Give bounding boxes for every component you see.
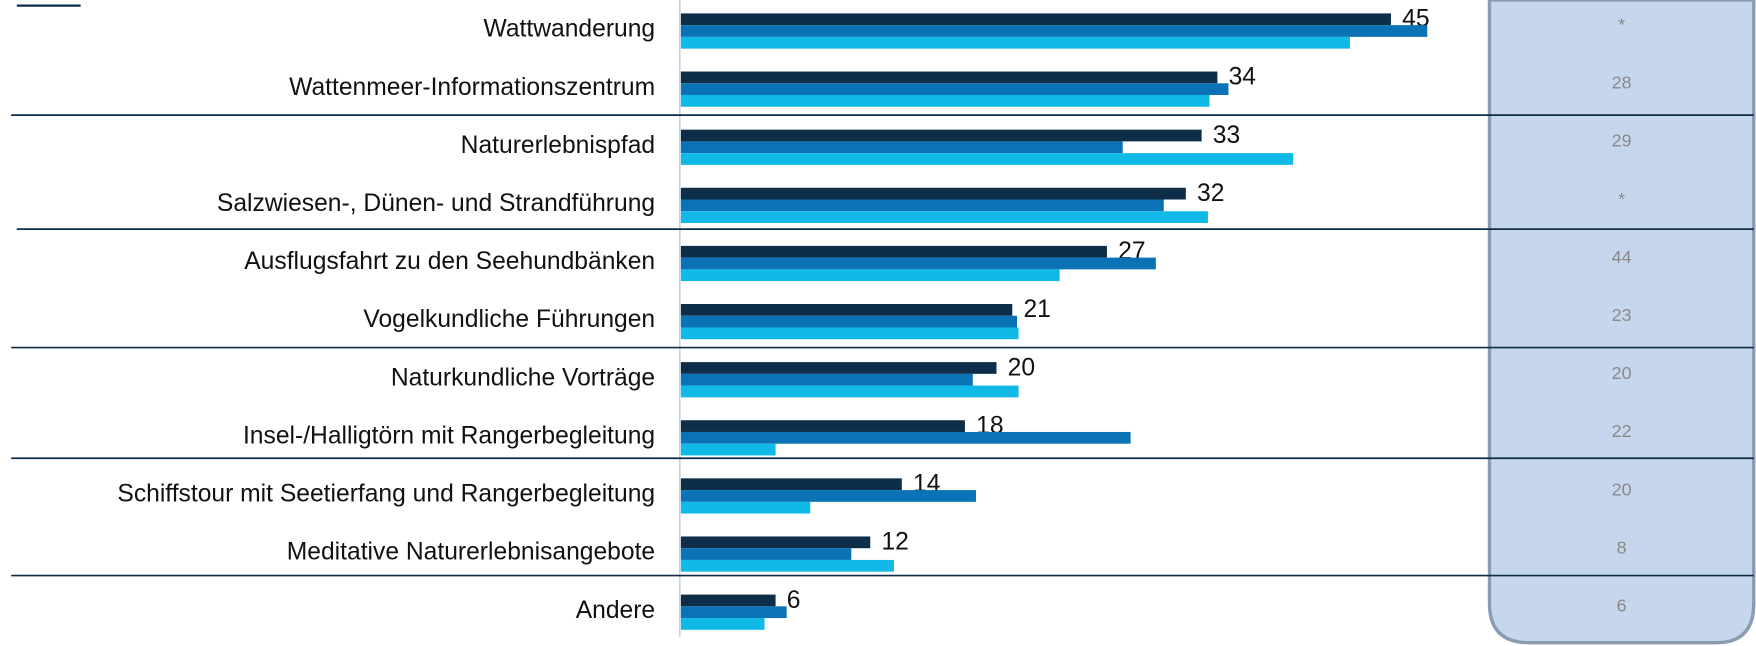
- bar: [680, 536, 871, 549]
- category-label: Wattwanderung: [484, 16, 656, 43]
- bar: [680, 594, 776, 607]
- bar: [680, 490, 976, 502]
- bar: [680, 618, 765, 630]
- data-label: 21: [1023, 296, 1050, 323]
- bar: [680, 257, 1156, 270]
- data-label: 34: [1229, 64, 1256, 91]
- data-label: 6: [787, 587, 801, 614]
- bar: [680, 187, 1186, 200]
- category-label: Meditative Naturerlebnisangebote: [287, 539, 655, 566]
- data-label: 33: [1213, 122, 1240, 149]
- bar: [680, 327, 1019, 340]
- data-label: 32: [1197, 180, 1224, 207]
- bar: [680, 606, 787, 619]
- separators: [11, 114, 1754, 577]
- side-value: *: [1618, 189, 1625, 209]
- category-label: Schiffstour mit Seetierfang und Rangerbe…: [117, 481, 655, 508]
- category-label: Wattenmeer-Informationszentrum: [289, 74, 655, 101]
- bar: [680, 25, 1428, 37]
- side-panel: [1487, 0, 1756, 645]
- bar: [680, 211, 1208, 223]
- bar: [680, 373, 973, 386]
- data-label: 20: [1008, 354, 1035, 381]
- category-label: Salzwiesen-, Dünen- und Strandführung: [217, 190, 655, 217]
- bar: [680, 153, 1294, 165]
- category-label: Naturkundliche Vorträge: [391, 364, 655, 391]
- side-value: 6: [1617, 596, 1627, 616]
- bar: [680, 315, 1017, 328]
- side-value: 20: [1612, 479, 1632, 499]
- category-label: Andere: [576, 597, 655, 624]
- side-value: 29: [1612, 131, 1632, 151]
- side-value: 28: [1612, 73, 1632, 93]
- bar: [680, 362, 997, 374]
- side-value: 20: [1612, 363, 1632, 383]
- category-label: Ausflugsfahrt zu den Seehundbänken: [244, 248, 655, 275]
- bar: [680, 129, 1202, 142]
- bar: [680, 245, 1107, 258]
- bar: [680, 199, 1164, 212]
- side-value: *: [1618, 14, 1625, 34]
- bar: [680, 548, 852, 560]
- bar: [680, 36, 1350, 49]
- bar: [680, 269, 1060, 282]
- bar: [680, 431, 1131, 444]
- bar: [680, 13, 1391, 26]
- side-value: 22: [1612, 421, 1632, 441]
- category-label: Vogelkundliche Führungen: [363, 306, 655, 333]
- bar: [680, 443, 776, 456]
- bar: [680, 385, 1019, 398]
- bar: [680, 83, 1229, 95]
- side-value: 8: [1617, 538, 1627, 558]
- data-label: 12: [881, 529, 908, 556]
- category-label: Insel-/Halligtörn mit Rangerbegleitung: [243, 423, 655, 450]
- bar: [680, 141, 1123, 154]
- bar: [680, 420, 965, 432]
- bar: [680, 559, 894, 572]
- bar: [680, 501, 811, 514]
- category-label: Naturerlebnispfad: [461, 132, 655, 159]
- side-value: 23: [1612, 305, 1632, 325]
- bar: [680, 95, 1210, 107]
- bar: [680, 71, 1218, 84]
- bar: [680, 304, 1013, 316]
- side-value: 44: [1612, 247, 1632, 267]
- bar: [680, 478, 902, 491]
